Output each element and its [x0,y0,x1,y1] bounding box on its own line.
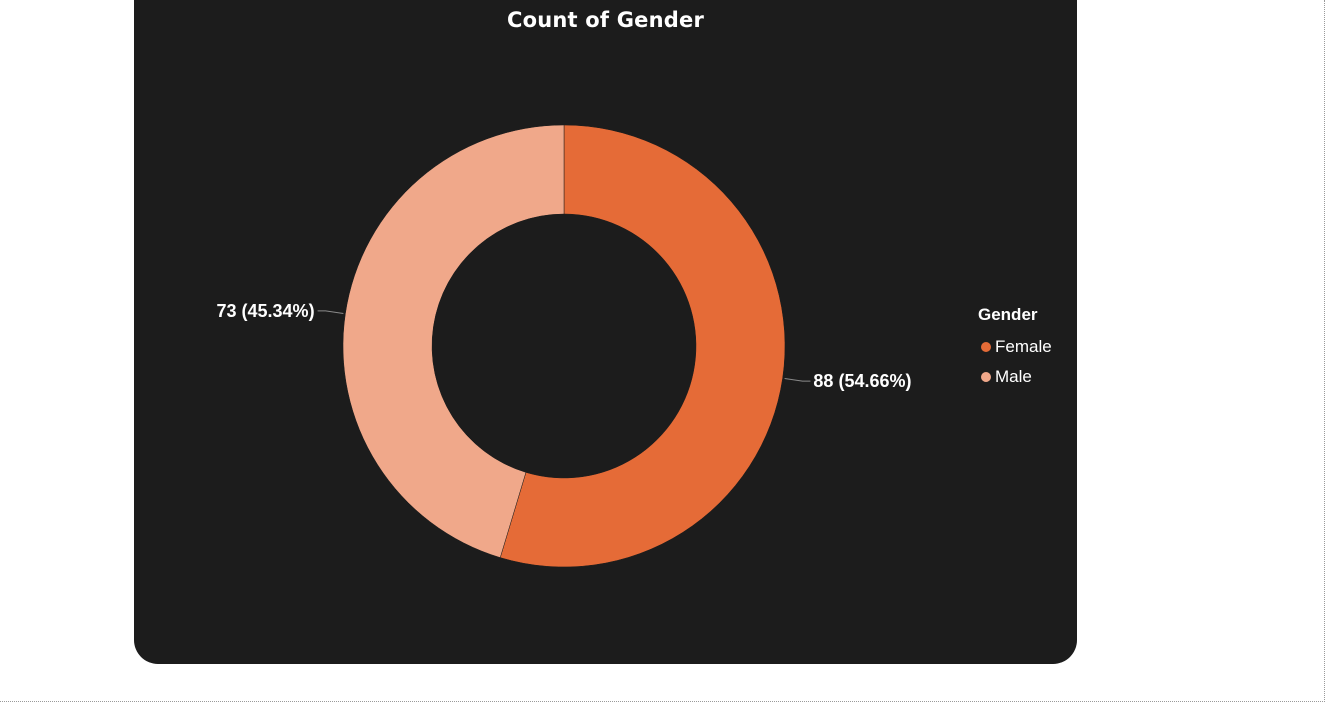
legend-label-male: Male [995,367,1032,386]
leader-line-female [784,378,811,382]
legend-marker-female [981,342,991,352]
legend-label-female: Female [995,337,1052,356]
legend-title: Gender [978,305,1038,324]
canvas-boundary-right [1324,0,1325,702]
slice-group [342,124,786,568]
chart-title: Count of Gender [506,8,705,32]
data-label-male: 73 (45.34%) [217,301,315,321]
legend-item-male[interactable]: Male [978,362,1052,392]
leader-line-male [317,310,344,314]
data-label-group: 88 (54.66%) 73 (45.34%) [217,301,912,391]
legend-item-female[interactable]: Female [978,332,1052,362]
canvas-boundary-bottom [0,701,1325,702]
slice-female[interactable] [499,124,786,568]
data-label-female: 88 (54.66%) [813,371,911,391]
legend-marker-male [981,372,991,382]
slice-male[interactable] [342,124,565,558]
legend: Gender Female Male [978,305,1052,392]
